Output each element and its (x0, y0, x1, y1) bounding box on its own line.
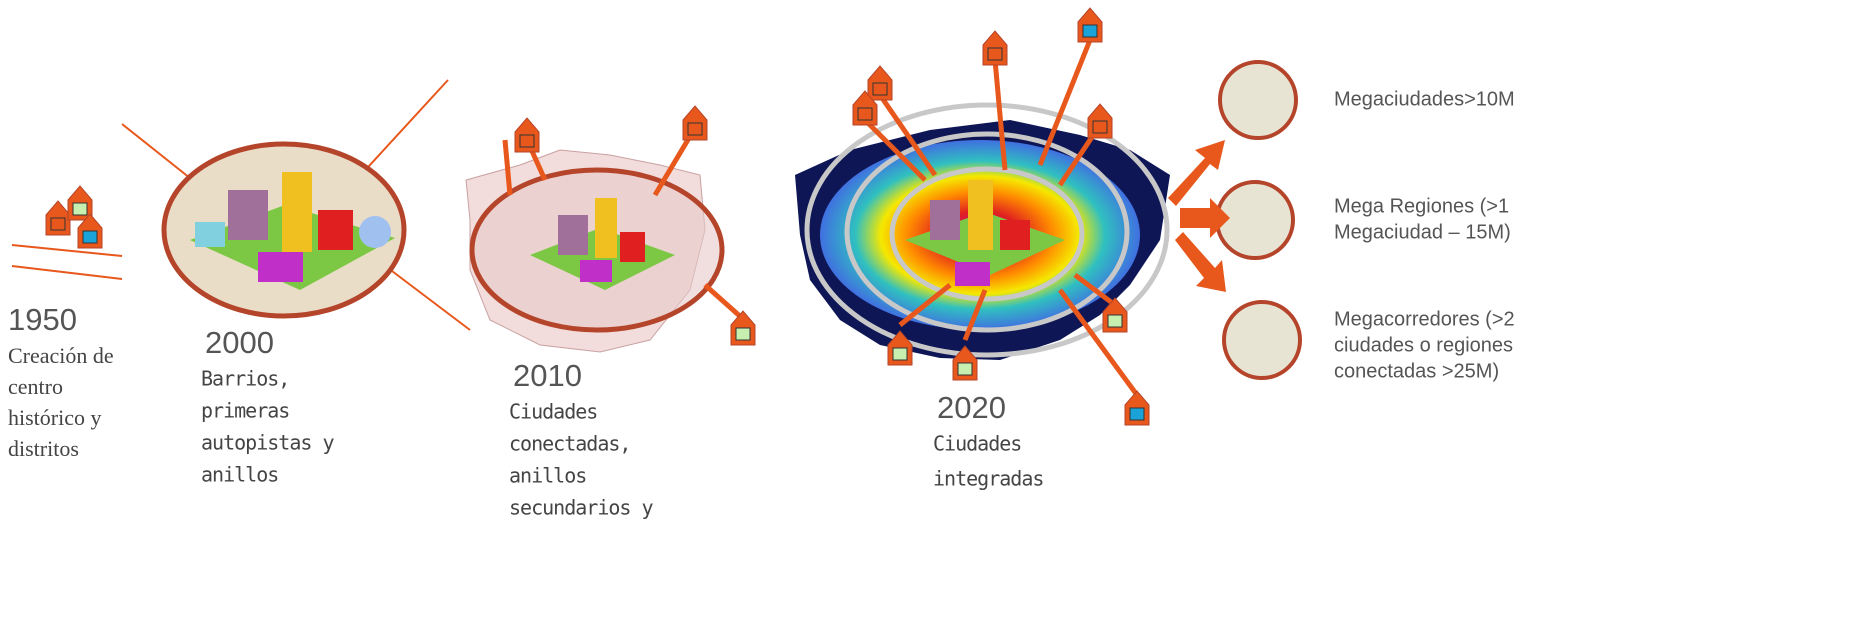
stage-description: Ciudades (933, 432, 1021, 456)
house-window (687, 122, 703, 136)
stage-description: Creación de (8, 343, 114, 368)
scale-art (1168, 60, 1302, 380)
house-window (857, 107, 873, 121)
stage-2010-art (465, 126, 744, 353)
scale-label: ciudades o regiones (1334, 334, 1513, 356)
scale-label: conectadas >25M) (1334, 360, 1499, 382)
houses (45, 7, 1150, 426)
house-window (892, 347, 908, 361)
scale-label: Mega Regiones (>1 (1334, 195, 1509, 217)
stage-description: integradas (933, 467, 1043, 491)
stage-description: anillos (509, 464, 586, 488)
house-window (1129, 407, 1145, 421)
stage-description: histórico y (8, 405, 102, 430)
stage-description: secundarios y (509, 496, 653, 520)
house-window (872, 82, 888, 96)
stage-description: autopistas y (201, 431, 334, 455)
scale-label: Megacorredores (>2 (1334, 308, 1515, 330)
stage-description: Ciudades (509, 400, 597, 424)
stage-description: anillos (201, 463, 278, 487)
house-window (1092, 120, 1108, 134)
house-window (82, 230, 98, 244)
stage-description: Barrios, (201, 367, 289, 391)
scale-label: Megaciudades>10M (1334, 88, 1515, 110)
stage-description: centro (8, 374, 63, 399)
stage-1950-art (11, 244, 123, 280)
house-window (987, 47, 1003, 61)
scale-label: Megaciudad – 15M) (1334, 221, 1511, 243)
stage-year: 2010 (513, 358, 582, 393)
stage-2000-art (121, 79, 471, 331)
stage-description: primeras (201, 399, 289, 423)
house-window (1107, 314, 1123, 328)
house-window (72, 202, 88, 216)
stage-description: conectadas, (509, 432, 630, 456)
house-window (735, 327, 751, 341)
stage-2020-art (795, 39, 1170, 397)
house-window (1082, 24, 1098, 38)
stage-description: distritos (8, 436, 79, 461)
stage-year: 2000 (205, 325, 274, 360)
house-window (50, 217, 66, 231)
stage-year: 2020 (937, 390, 1006, 425)
texts: 1950 Creación de centro histórico y distrito… (8, 88, 1515, 519)
house-window (519, 134, 535, 148)
house-window (957, 362, 973, 376)
stage-year: 1950 (8, 302, 77, 337)
